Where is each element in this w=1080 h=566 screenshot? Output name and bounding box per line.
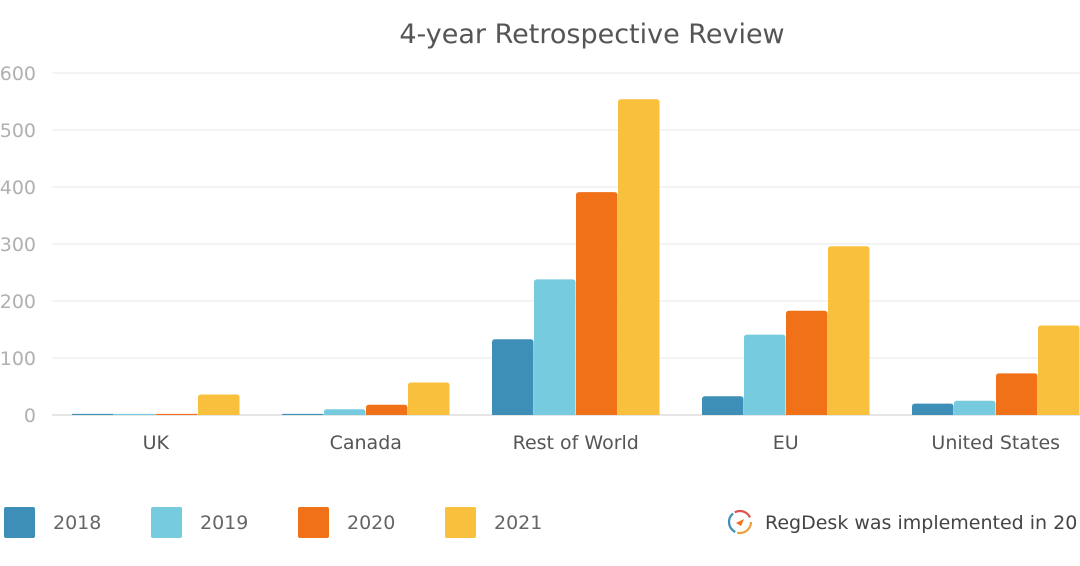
bar-2019-united-states [954, 400, 996, 415]
bar-2019-canada [324, 409, 366, 415]
y-tick-label: 400 [0, 177, 36, 199]
x-tick-label: Rest of World [513, 432, 639, 454]
bar-2020-united-states [996, 373, 1038, 415]
legend-swatch-2020 [298, 507, 329, 538]
bar-2019-rest-of-world [534, 279, 576, 415]
x-axis: UK Canada Rest of World EU United States [143, 432, 1061, 454]
legend-label-2019: 2019 [200, 512, 248, 534]
y-tick-label: 300 [0, 234, 36, 256]
bar-2021-uk [198, 394, 240, 415]
bar-2018-united-states [912, 403, 954, 415]
y-tick-label: 0 [24, 405, 36, 427]
bar-2018-canada [282, 413, 324, 415]
bar-2021-canada [408, 382, 450, 415]
bar-2021-united-states [1038, 325, 1080, 415]
x-tick-label: United States [931, 432, 1060, 454]
x-tick-label: Canada [330, 432, 402, 454]
x-tick-label: UK [143, 432, 170, 454]
note-text: RegDesk was implemented in 20 [765, 512, 1077, 534]
bar-2018-uk [72, 413, 114, 415]
regdesk-logo-icon [727, 509, 753, 535]
legend-swatch-2019 [151, 507, 182, 538]
bar-2021-eu [828, 246, 870, 415]
bars [72, 99, 1080, 415]
bar-2019-uk [114, 413, 156, 415]
legend-swatch-2018 [4, 507, 35, 538]
bar-2021-rest-of-world [618, 99, 660, 415]
bar-2020-eu [786, 310, 828, 415]
bar-2018-rest-of-world [492, 339, 534, 415]
legend-label-2020: 2020 [347, 512, 395, 534]
legend-label-2021: 2021 [494, 512, 542, 534]
note: RegDesk was implemented in 20 [727, 509, 1077, 535]
y-tick-label: 600 [0, 63, 36, 85]
y-axis: 0 100 200 300 400 500 600 [0, 63, 36, 427]
x-tick-label: EU [773, 432, 799, 454]
chart-title: 4-year Retrospective Review [399, 19, 784, 50]
bar-2020-rest-of-world [576, 192, 618, 415]
bar-2018-eu [702, 396, 744, 415]
bar-2019-eu [744, 334, 786, 415]
legend-label-2018: 2018 [53, 512, 101, 534]
bar-2020-canada [366, 404, 408, 415]
bar-2020-uk [156, 413, 198, 415]
legend-swatch-2021 [445, 507, 476, 538]
y-tick-label: 200 [0, 291, 36, 313]
y-tick-label: 500 [0, 120, 36, 142]
legend: 2018 2019 2020 2021 [4, 507, 542, 538]
y-tick-label: 100 [0, 348, 36, 370]
